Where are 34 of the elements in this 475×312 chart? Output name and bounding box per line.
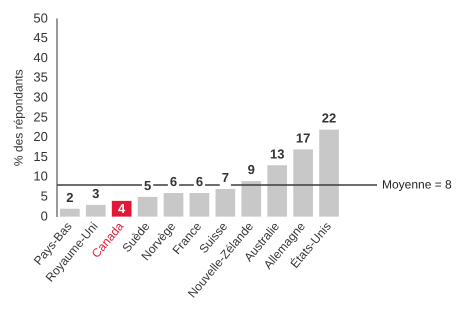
bar bbox=[319, 130, 339, 217]
bar bbox=[138, 196, 158, 217]
y-tick-label: 35 bbox=[33, 70, 48, 85]
y-tick-label: 25 bbox=[33, 109, 48, 124]
y-tick-label: 30 bbox=[33, 90, 48, 105]
data-label: 9 bbox=[248, 162, 255, 178]
bar bbox=[241, 181, 262, 217]
data-label: 5 bbox=[144, 178, 152, 193]
data-label: 6 bbox=[170, 174, 178, 190]
data-label: 7 bbox=[222, 170, 229, 186]
bar bbox=[164, 192, 184, 217]
data-label: 4 bbox=[118, 200, 126, 216]
y-tick-label: 5 bbox=[40, 188, 48, 204]
data-label: 22 bbox=[322, 110, 336, 126]
data-label: 17 bbox=[296, 130, 310, 146]
y-tick-label: 50 bbox=[33, 10, 48, 26]
y-tick-label: 40 bbox=[33, 50, 48, 65]
data-label: 13 bbox=[270, 146, 284, 162]
bar bbox=[190, 192, 210, 217]
data-label: 6 bbox=[196, 174, 204, 190]
y-tick-label: 20 bbox=[33, 129, 48, 144]
bar bbox=[86, 204, 106, 217]
bar bbox=[60, 208, 80, 217]
data-label: 3 bbox=[92, 186, 100, 201]
bar bbox=[267, 165, 288, 217]
y-tick-label: 45 bbox=[33, 30, 48, 46]
y-tick-label: 15 bbox=[33, 148, 48, 164]
data-label: 2 bbox=[66, 190, 74, 205]
ref-line-label: Moyenne = 8 bbox=[382, 177, 452, 192]
y-tick-label: 0 bbox=[40, 208, 48, 224]
bar bbox=[293, 149, 313, 217]
y-tick-label: 10 bbox=[33, 168, 48, 184]
bar bbox=[216, 188, 236, 217]
y-axis-title: % des répondants bbox=[12, 69, 26, 166]
